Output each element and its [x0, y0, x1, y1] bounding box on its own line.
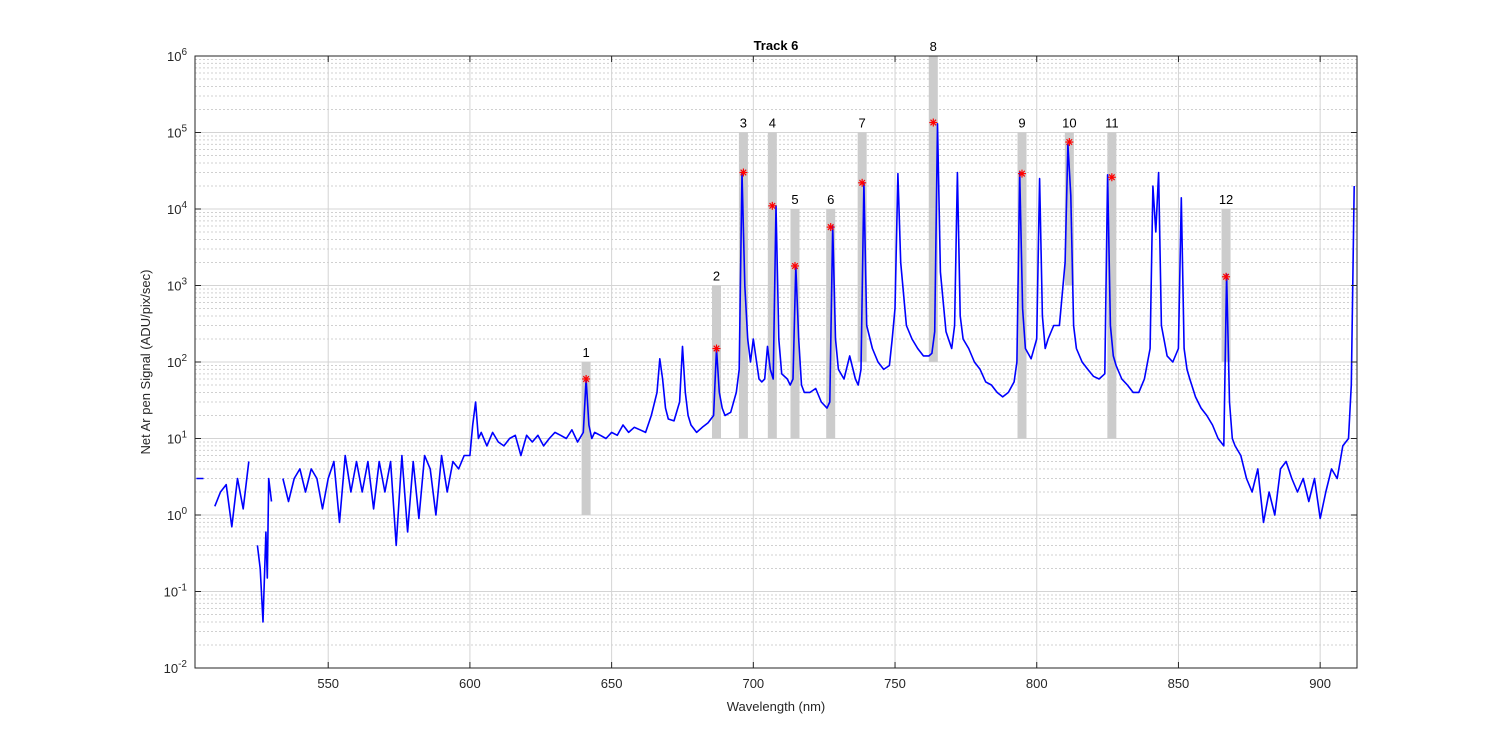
band-label-1: 1: [582, 345, 589, 360]
peak-marker-10: [1065, 138, 1074, 147]
series-group: [196, 123, 1355, 623]
band-label-6: 6: [827, 192, 834, 207]
band-label-5: 5: [791, 192, 798, 207]
spectrum-line-0: [196, 123, 1355, 623]
peak-marker-stroke: [930, 119, 937, 126]
y-axis-label: Net Ar pen Signal (ADU/pix/sec): [138, 270, 153, 455]
peak-marker-8: [929, 118, 938, 127]
x-tick-label: 650: [601, 676, 623, 691]
peak-marker-2: [712, 344, 721, 353]
peak-marker-stroke: [582, 375, 590, 383]
peak-marker-stroke: [858, 179, 866, 187]
band-label-8: 8: [930, 39, 937, 54]
peak-marker-stroke: [1018, 170, 1026, 177]
y-tick-label: 100: [167, 506, 187, 523]
peak-marker-stroke: [1066, 138, 1073, 146]
peak-marker-stroke: [769, 202, 776, 210]
peak-marker-9: [1018, 169, 1027, 178]
band-label-3: 3: [740, 116, 747, 131]
peak-marker-stroke: [827, 223, 834, 231]
x-tick-label: 850: [1168, 676, 1190, 691]
x-tick-label: 700: [742, 676, 764, 691]
band-label-2: 2: [713, 269, 720, 284]
x-tick-label: 600: [459, 676, 481, 691]
peak-marker-1: [582, 374, 591, 383]
line-band-8: [928, 56, 938, 362]
x-ticks: 550 600 650 700 750 800 850 900: [317, 56, 1331, 691]
line-band-4: [767, 132, 777, 439]
peak-marker-stroke: [791, 262, 799, 270]
band-label-12: 12: [1219, 192, 1233, 207]
line-band-3: [738, 132, 748, 439]
line-band-1: [581, 362, 591, 515]
peak-marker-stroke: [713, 345, 720, 352]
x-tick-label: 550: [317, 676, 339, 691]
band-label-11: 11: [1105, 116, 1119, 131]
band-label-4: 4: [769, 116, 776, 131]
x-tick-label: 900: [1309, 676, 1331, 691]
y-tick-label: 10-1: [164, 583, 188, 600]
peak-marker-stroke: [1108, 174, 1116, 181]
y-tick-label: 103: [167, 277, 187, 294]
line-band-11: [1107, 132, 1117, 439]
y-tick-label: 101: [167, 430, 187, 447]
x-axis-label: Wavelength (nm): [727, 699, 826, 714]
peak-marker-stroke: [740, 169, 747, 176]
y-tick-label: 106: [167, 47, 187, 64]
peak-marker-6: [826, 223, 835, 232]
peak-markers: [582, 118, 1231, 383]
x-tick-label: 800: [1026, 676, 1048, 691]
line-band-10: [1064, 132, 1074, 286]
x-tick-label: 750: [884, 676, 906, 691]
band-label-10: 10: [1062, 116, 1076, 131]
peak-marker-7: [858, 178, 867, 187]
y-tick-label: 102: [167, 353, 187, 370]
peak-marker-12: [1222, 272, 1231, 281]
peak-marker-3: [739, 168, 748, 177]
peak-marker-stroke: [1222, 273, 1230, 281]
peak-marker-4: [768, 201, 777, 210]
y-tick-label: 105: [167, 124, 187, 141]
y-tick-label: 10-2: [164, 659, 188, 676]
peak-marker-11: [1107, 173, 1116, 182]
band-label-7: 7: [859, 116, 866, 131]
peak-marker-5: [790, 261, 799, 270]
chart-title: Track 6: [754, 38, 799, 53]
band-label-9: 9: [1018, 116, 1025, 131]
y-tick-label: 104: [167, 200, 187, 217]
